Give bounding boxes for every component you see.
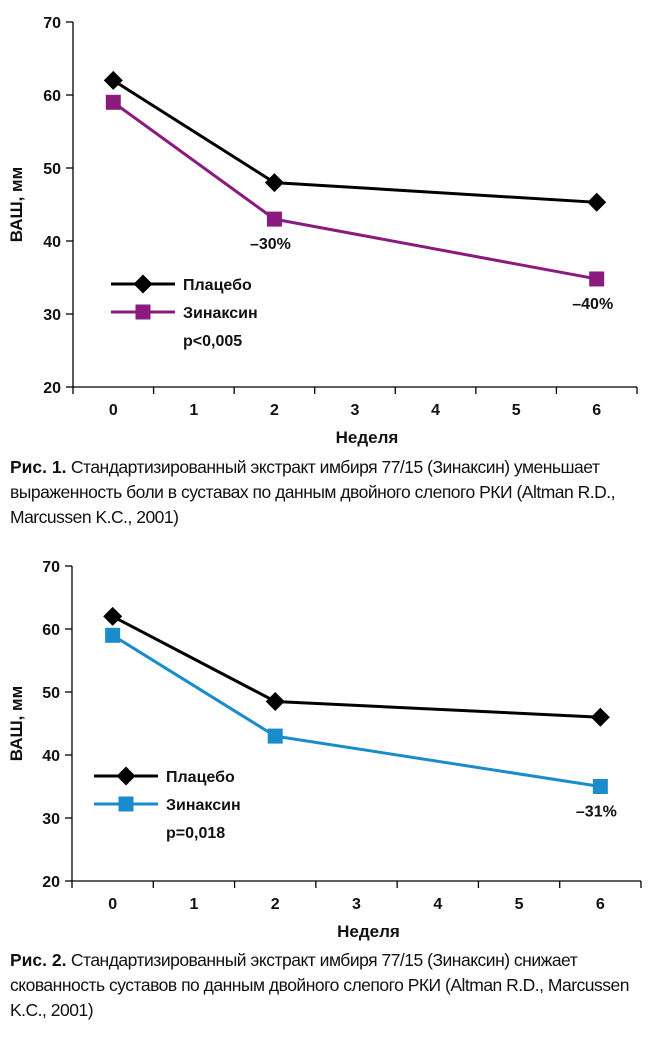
- y-tick-label: 30: [42, 811, 60, 828]
- y-axis-title: ВАШ, мм: [7, 686, 26, 761]
- data-point-placebo: [103, 606, 123, 626]
- data-point-placebo: [265, 691, 285, 711]
- percent-change-label: –31%: [576, 804, 617, 821]
- x-tick-label: 2: [270, 402, 279, 419]
- legend-marker-zinaxin: [135, 304, 151, 320]
- chart-2: 20 30 40 50 60 70 0 1 2 3 4 5 6 Неделя ВАШ, мм –31% Плац…: [7, 559, 642, 941]
- legend-label-placebo: Плацебо: [183, 277, 252, 294]
- figure-1: 20 30 40 50 60 70 0 1 2 3 4 5 6 Неделя ВАШ, мм –30% –40%…: [7, 15, 650, 530]
- data-point-placebo: [590, 707, 610, 727]
- x-tick-label: 5: [512, 402, 521, 419]
- x-axis-title: Неделя: [337, 922, 400, 941]
- y-tick-label: 60: [43, 88, 61, 105]
- y-tick-label: 70: [42, 559, 60, 576]
- data-point-zinaxin: [105, 94, 121, 110]
- legend-label-zinaxin: Зинаксин: [166, 797, 241, 814]
- x-tick-label: 6: [596, 896, 605, 913]
- x-tick-label: 1: [189, 896, 198, 913]
- x-tick-label: 3: [351, 402, 360, 419]
- caption-text: Стандартизированный экстракт имбиря 77/1…: [10, 950, 629, 1020]
- x-tick-label: 5: [515, 896, 524, 913]
- y-axis-title: ВАШ, мм: [7, 167, 26, 242]
- x-tick-label: 1: [189, 402, 198, 419]
- y-tick-label: 50: [43, 161, 61, 178]
- legend-label-placebo: Плацебо: [166, 769, 235, 786]
- data-point-zinaxin: [105, 627, 121, 643]
- series-line-zinaxin: [112, 101, 597, 281]
- y-tick-label: 60: [42, 622, 60, 639]
- x-tick-label: 2: [271, 896, 280, 913]
- x-tick-label: 3: [352, 896, 361, 913]
- chart-1: 20 30 40 50 60 70 0 1 2 3 4 5 6 Неделя ВАШ, мм –30% –40%…: [7, 15, 638, 447]
- caption-label: Рис. 2.: [10, 950, 67, 970]
- data-point-placebo: [264, 173, 284, 193]
- x-tick-label: 6: [592, 402, 601, 419]
- caption-text: Стандартизированный экстракт имбиря 77/1…: [10, 457, 615, 527]
- x-tick-label: 4: [431, 402, 440, 419]
- legend-marker-placebo: [116, 766, 136, 786]
- legend-p-value: p<0,005: [183, 333, 242, 350]
- y-tick-label: 70: [43, 15, 61, 32]
- y-tick-label: 40: [43, 234, 61, 251]
- series-line-placebo: [112, 79, 597, 204]
- caption-label: Рис. 1.: [10, 457, 67, 477]
- y-tick-label: 50: [42, 685, 60, 702]
- y-tick-label: 40: [42, 748, 60, 765]
- y-tick-label: 20: [42, 874, 60, 891]
- legend-marker-placebo: [133, 274, 153, 294]
- legend-p-value: p=0,018: [166, 825, 225, 842]
- x-axis-title: Неделя: [336, 428, 399, 447]
- data-point-placebo: [103, 70, 123, 90]
- y-tick-label: 20: [43, 380, 61, 397]
- data-point-zinaxin: [592, 779, 608, 794]
- data-point-zinaxin: [589, 271, 605, 287]
- y-tick-label: 30: [43, 307, 61, 324]
- data-point-zinaxin: [266, 211, 282, 227]
- legend-marker-zinaxin: [118, 796, 134, 812]
- x-tick-label: 0: [108, 896, 117, 913]
- figure-2-caption: Рис. 2. Стандартизированный экстракт имб…: [10, 948, 650, 1023]
- legend-label-zinaxin: Зинаксин: [183, 305, 258, 322]
- series-line-placebo: [111, 615, 601, 719]
- figure-2: 20 30 40 50 60 70 0 1 2 3 4 5 6 Неделя ВАШ, мм –31% Плац…: [0, 548, 660, 1056]
- data-point-placebo: [587, 192, 607, 212]
- percent-change-label: –40%: [572, 296, 613, 313]
- percent-change-label: –30%: [250, 236, 291, 253]
- figure-1-caption: Рис. 1. Стандартизированный экстракт имб…: [10, 455, 650, 530]
- x-tick-label: 0: [109, 402, 118, 419]
- series-line-zinaxin: [111, 634, 601, 788]
- x-tick-label: 4: [433, 896, 442, 913]
- data-point-zinaxin: [267, 728, 283, 744]
